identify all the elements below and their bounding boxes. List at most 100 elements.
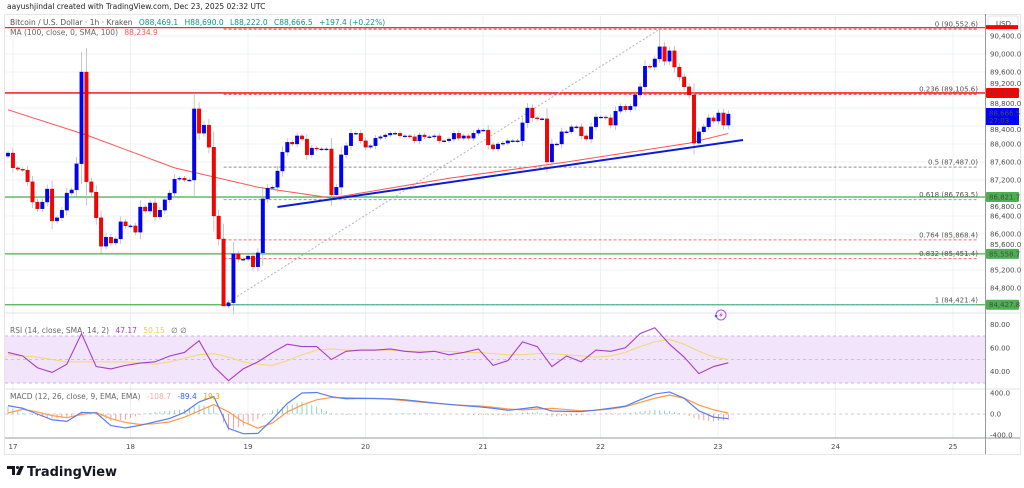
candle <box>177 176 182 182</box>
candle <box>290 140 295 147</box>
candle <box>295 132 300 148</box>
candle-body <box>153 202 157 218</box>
candle <box>574 125 579 129</box>
candle <box>549 138 554 168</box>
candle-body <box>197 108 202 134</box>
candle <box>35 198 40 212</box>
candle-body <box>535 117 540 120</box>
candle <box>197 102 202 140</box>
candle-body <box>623 106 628 110</box>
signal-value: 19.3 <box>203 392 220 401</box>
candle-body <box>726 113 731 126</box>
candle <box>554 142 559 146</box>
candle-body <box>167 192 172 200</box>
candle <box>633 90 638 111</box>
candle <box>353 131 358 135</box>
candle-body <box>628 106 633 110</box>
candle <box>128 224 133 228</box>
candle <box>206 118 211 154</box>
candle-body <box>564 131 569 134</box>
candle <box>711 115 716 124</box>
lightning-alert-icon[interactable] <box>714 309 727 321</box>
price-tick-label: 89,200.0 <box>990 80 1021 88</box>
candle-body <box>701 126 706 133</box>
rsi-label: RSI (14, close, SMA, 14, 2) <box>10 326 109 335</box>
candle-body <box>422 134 427 137</box>
price-axis-labels: 89,134.7 86,821.7 85,558.7 84,427.8 88,666.5… <box>986 25 1020 310</box>
candle-body <box>143 206 148 212</box>
candle <box>638 83 643 99</box>
candle <box>104 233 108 250</box>
price-axis[interactable]: 90,400.0 90,000.0 89,600.0 89,200.0 88,800.0… <box>990 33 1021 293</box>
candle-body <box>589 126 594 140</box>
candle <box>123 219 128 229</box>
level-price-label: 86,821.7 <box>989 194 1020 202</box>
candle-body <box>692 94 696 144</box>
candle-body <box>447 138 451 142</box>
candle-body <box>20 169 25 171</box>
candle <box>456 130 461 141</box>
countdown-label: 27:03 <box>989 117 1009 125</box>
rsi-pane <box>5 327 985 384</box>
candle <box>471 130 476 141</box>
symbol-label[interactable]: Bitcoin / U.S. Dollar · 1h · Kraken <box>10 18 133 27</box>
macd-legend[interactable]: MACD (12, 26, close, 9, EMA, EMA) -108.7… <box>10 392 220 401</box>
candle <box>412 134 417 144</box>
candle-body <box>192 108 197 181</box>
candle <box>15 165 20 172</box>
candle <box>221 223 226 307</box>
candle-body <box>496 143 500 150</box>
candle-body <box>304 138 309 155</box>
candle <box>623 103 628 113</box>
candle <box>59 206 64 222</box>
candle <box>275 165 280 193</box>
candle-body <box>40 201 45 209</box>
trendline[interactable] <box>277 138 744 208</box>
candle <box>692 83 696 155</box>
candle-body <box>652 58 657 68</box>
ma-legend[interactable]: MA (100, close, 0, SMA, 100) 88,234.9 <box>10 28 158 37</box>
candle <box>701 124 706 135</box>
candle-body <box>451 133 456 140</box>
candle <box>657 29 662 64</box>
candle-body <box>255 252 260 267</box>
candle <box>618 103 623 114</box>
rsi-extra: ∅ ∅ <box>171 326 186 335</box>
price-tick-label: 85,600.0 <box>990 241 1021 249</box>
candle-body <box>525 107 530 123</box>
candle <box>84 48 89 206</box>
candle <box>358 129 363 145</box>
macd-value: -89.4 <box>177 392 197 401</box>
candle-body <box>358 133 363 141</box>
macd-tick-label: -400.0 <box>990 431 1013 439</box>
candle-body <box>520 122 525 141</box>
candle <box>50 180 55 230</box>
candle <box>432 133 437 139</box>
candle <box>721 108 726 130</box>
fib-level-label: 1 (84,421.4) <box>935 297 979 305</box>
rsi-line <box>7 327 729 382</box>
time-axis[interactable]: 17 18 19 20 21 22 23 24 25 <box>9 443 958 451</box>
candle-body <box>378 136 383 139</box>
candle <box>672 45 677 73</box>
fib-retracement[interactable]: 0 (90,552.6) 0.236 (89,105.6) 0.5 (87,487.… <box>5 21 985 306</box>
candle-body <box>99 217 104 247</box>
candle <box>373 134 378 150</box>
candle <box>525 103 530 128</box>
candle-body <box>280 151 285 172</box>
candle-body <box>64 192 69 211</box>
candle-body <box>510 140 515 143</box>
candle-body <box>69 189 74 194</box>
candle-body <box>295 135 300 145</box>
candle-body <box>94 191 99 218</box>
candle-body <box>594 116 598 128</box>
candle <box>584 133 589 142</box>
tradingview-logo <box>7 466 24 475</box>
candle <box>393 131 398 135</box>
fib-level-label: 0.236 (89,105.6) <box>919 86 978 94</box>
rsi-legend[interactable]: RSI (14, close, SMA, 14, 2) 47.17 50.15 … <box>10 326 187 335</box>
candle-body <box>412 136 417 142</box>
candle <box>216 209 221 246</box>
candle-body <box>55 217 59 222</box>
